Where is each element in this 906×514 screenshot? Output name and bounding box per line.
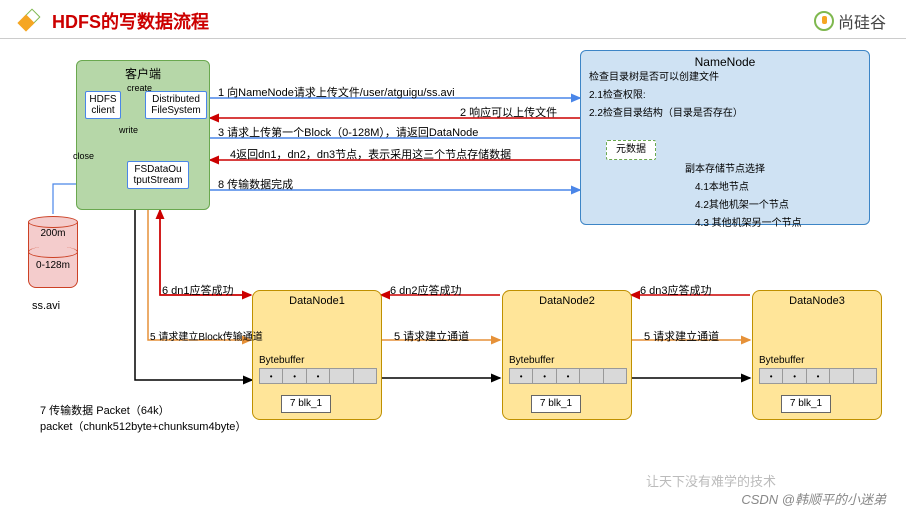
brand-text: 尚硅谷: [838, 9, 886, 33]
nn-check2: 2.1检查权限:: [585, 87, 865, 105]
namenode-box: NameNode 检查目录树是否可以创建文件 2.1检查权限: 2.2检查目录结…: [580, 50, 870, 225]
namenode-title: NameNode: [585, 55, 865, 69]
cyl-top-text: 200m: [28, 228, 78, 239]
dn3-blk: 7 blk_1: [781, 395, 831, 413]
arrow-1: 1 向NameNode请求上传文件/user/atguigu/ss.avi: [218, 84, 455, 100]
dn1-bb-label: Bytebuffer: [259, 355, 377, 366]
brand-icon: [814, 11, 834, 31]
hdfs-client-box: HDFS client: [85, 91, 121, 119]
arrow-7b: packet（chunk512byte+chunksum4byte）: [40, 418, 246, 434]
nn-check3: 2.2检查目录结构（目录是否存在）: [585, 105, 865, 123]
dn1-title: DataNode1: [257, 295, 377, 307]
dn1-blk: 7 blk_1: [281, 395, 331, 413]
dn3-bb-label: Bytebuffer: [759, 355, 877, 366]
nn-rep3: 4.2其他机架一个节点: [681, 197, 806, 215]
close-label: close: [73, 151, 94, 161]
arrow-8: 8 传输数据完成: [218, 176, 293, 192]
dn3-bytebuf: Bytebuffer •••: [759, 355, 877, 384]
dn2-title: DataNode2: [507, 295, 627, 307]
brand: 尚硅谷: [814, 9, 886, 33]
arrow-7a: 7 传输数据 Packet（64k）: [40, 402, 170, 418]
dn2-blk: 7 blk_1: [531, 395, 581, 413]
nn-rep1: 副本存储节点选择: [681, 161, 806, 179]
arrow-5b: 5 请求建立通道: [394, 328, 469, 344]
client-title: 客户端: [77, 61, 209, 84]
logo-diamond-icon: [20, 9, 44, 33]
dn3-title: DataNode3: [757, 295, 877, 307]
logo-left: HDFS的写数据流程: [20, 8, 209, 34]
client-box: 客户端 create write close HDFS client Distr…: [76, 60, 210, 210]
arrow-2: 2 响应可以上传文件: [460, 104, 557, 120]
nn-rep4: 4.3 其他机架另一个节点: [681, 215, 806, 233]
dn1-bytebuf: Bytebuffer •••: [259, 355, 377, 384]
dn2-bb-label: Bytebuffer: [509, 355, 627, 366]
datanode-1: DataNode1 Bytebuffer ••• 7 blk_1: [252, 290, 382, 420]
datanode-2: DataNode2 Bytebuffer ••• 7 blk_1: [502, 290, 632, 420]
fsdos-box: FSDataOu tputStream: [127, 161, 189, 189]
storage-cylinder: 200m 0-128m: [28, 216, 78, 290]
page-title: HDFS的写数据流程: [52, 8, 209, 34]
cyl-bottom-text: 0-128m: [28, 260, 78, 271]
replica-block: 副本存储节点选择 4.1本地节点 4.2其他机架一个节点 4.3 其他机架另一个…: [681, 161, 806, 233]
datanode-3: DataNode3 Bytebuffer ••• 7 blk_1: [752, 290, 882, 420]
arrow-5c: 5 请求建立通道: [644, 328, 719, 344]
arrow-6b: 6 dn2应答成功: [390, 282, 462, 298]
diagram-canvas: 客户端 create write close HDFS client Distr…: [0, 50, 906, 514]
arrow-4: 4返回dn1，dn2，dn3节点，表示采用这三个节点存储数据: [230, 146, 511, 162]
arrow-5a: 5 请求建立Block传输通道: [150, 328, 263, 343]
nn-check1: 检查目录树是否可以创建文件: [585, 69, 865, 87]
meta-box: 元数据: [606, 140, 656, 160]
header: HDFS的写数据流程 尚硅谷: [0, 0, 906, 39]
nn-rep2: 4.1本地节点: [681, 179, 806, 197]
write-label: write: [119, 125, 138, 135]
dfs-box: Distributed FileSystem: [145, 91, 207, 119]
dn2-bytebuf: Bytebuffer •••: [509, 355, 627, 384]
arrow-3: 3 请求上传第一个Block（0-128M），请返回DataNode: [218, 124, 478, 140]
watermark-csdn: CSDN @韩顺平的小迷弟: [741, 489, 886, 508]
arrow-6c: 6 dn3应答成功: [640, 282, 712, 298]
ssavi-label: ss.avi: [32, 300, 60, 312]
arrow-6a: 6 dn1应答成功: [162, 282, 234, 298]
watermark-slogan: 让天下没有难学的技术: [646, 471, 776, 490]
